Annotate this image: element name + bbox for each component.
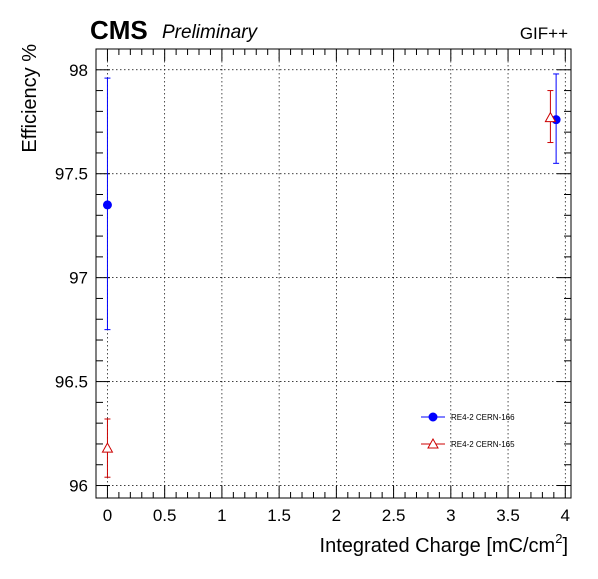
- y-axis-title: Efficiency %: [19, 44, 41, 153]
- legend-label: RE4-2 CERN-165: [451, 440, 515, 449]
- grid-layer: [96, 49, 571, 498]
- facility-label: GIF++: [520, 24, 568, 43]
- x-tick-label: 2: [332, 506, 341, 525]
- data-point-triangle: [101, 442, 114, 453]
- x-axis-title-suffix: ]: [562, 535, 568, 557]
- y-tick-label: 98: [69, 61, 88, 80]
- plot-frame: [95, 48, 572, 499]
- x-tick-label: 3: [446, 506, 455, 525]
- legend: RE4-2 CERN-166 RE4-2 CERN-165: [421, 412, 515, 449]
- x-tick-label: 1: [217, 506, 226, 525]
- tick-layer: 0 0.5 1 1.5 2 2.5 3 3.5 4 96 96.5 97 97.5 98: [55, 48, 571, 525]
- x-axis-title: Integrated Charge [mC/cm2]: [320, 531, 568, 557]
- data-point-circle: [102, 200, 112, 210]
- x-tick-label: 3.5: [496, 506, 520, 525]
- data-point-triangle: [544, 111, 557, 123]
- y-tick-label: 97: [69, 269, 88, 288]
- x-axis-title-superscript: 2: [555, 531, 562, 546]
- data-layer: [101, 73, 561, 478]
- status-label: Preliminary: [162, 22, 259, 43]
- x-tick-label: 0.5: [153, 506, 177, 525]
- legend-label: RE4-2 CERN-166: [451, 413, 515, 422]
- y-tick-label: 96: [69, 477, 88, 496]
- legend-marker-circle: [428, 412, 438, 422]
- x-axis-title-main: Integrated Charge [mC/cm: [320, 535, 556, 557]
- x-tick-label: 4: [561, 506, 570, 525]
- legend-marker-triangle: [427, 437, 439, 449]
- x-tick-label: 1.5: [267, 506, 291, 525]
- y-tick-label: 97.5: [55, 165, 88, 184]
- x-tick-label: 2.5: [382, 506, 406, 525]
- experiment-label: CMS: [90, 15, 148, 45]
- y-tick-label: 96.5: [55, 373, 88, 392]
- x-tick-label: 0: [103, 506, 112, 525]
